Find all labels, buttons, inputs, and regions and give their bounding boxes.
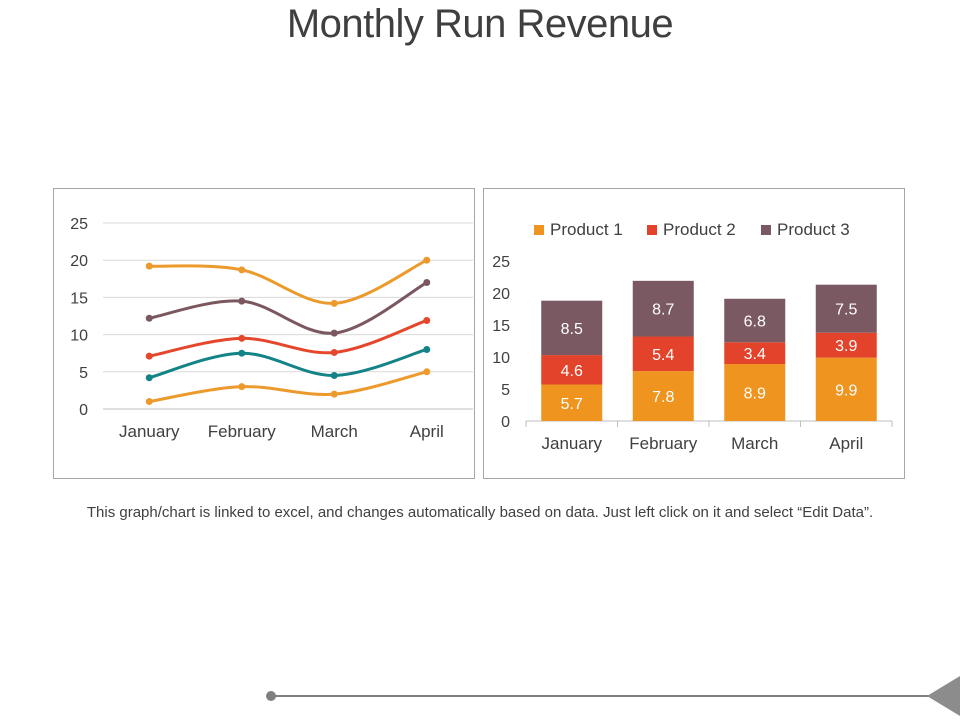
bar-data-label: 8.9 [744, 386, 766, 403]
data-point[interactable] [423, 316, 431, 324]
data-point[interactable] [423, 256, 431, 264]
x-tick-label: April [829, 434, 863, 453]
y-tick-label: 15 [70, 290, 88, 307]
data-point[interactable] [423, 368, 431, 376]
series-line[interactable] [149, 258, 428, 305]
x-tick-label: January [119, 422, 180, 441]
legend-swatch [761, 225, 771, 235]
bar-data-label: 3.4 [744, 346, 766, 363]
y-tick-label: 25 [70, 216, 88, 233]
bar-segment[interactable] [724, 298, 786, 343]
data-point[interactable] [238, 334, 246, 342]
bar-data-label: 4.6 [561, 363, 583, 380]
footer-line [270, 695, 935, 697]
bar-data-label: 7.5 [835, 302, 857, 319]
bar-segment[interactable] [815, 357, 877, 421]
line-chart[interactable]: 0 5 10 15 20 25 January February March April [54, 189, 474, 478]
bar-data-label: 8.5 [561, 321, 583, 338]
bar-data-label: 8.7 [652, 302, 674, 319]
stacked-bar-chart[interactable]: 0 5 10 15 20 25 Product 1 Product 2 Product 3 5.7… [484, 189, 904, 478]
legend-label[interactable]: Product 3 [777, 220, 850, 239]
bar-data-label: 7.8 [652, 389, 674, 406]
data-point[interactable] [330, 372, 338, 380]
bar-segment[interactable] [724, 342, 786, 365]
data-point[interactable] [145, 398, 153, 406]
data-point[interactable] [145, 352, 153, 360]
data-point[interactable] [330, 329, 338, 337]
data-point[interactable] [238, 349, 246, 357]
chart-caption: This graph/chart is linked to excel, and… [86, 504, 874, 521]
data-point[interactable] [423, 279, 431, 287]
bar-segment[interactable] [632, 336, 694, 372]
series-line[interactable] [148, 281, 428, 335]
footer-arrow-icon[interactable] [927, 676, 960, 716]
data-point[interactable] [145, 262, 153, 270]
bar-segment[interactable] [724, 364, 786, 421]
bar-segment[interactable] [632, 280, 694, 337]
bar-data-label: 5.7 [561, 396, 583, 413]
x-tick-label: March [311, 422, 358, 441]
y-tick-label: 10 [70, 328, 88, 345]
bar-data-label: 9.9 [835, 382, 857, 399]
x-tick-label: February [629, 434, 698, 453]
legend-swatch [647, 225, 657, 235]
bar-segment[interactable] [815, 332, 877, 358]
data-point[interactable] [238, 297, 246, 305]
y-tick-label: 20 [70, 253, 88, 270]
bar-segment[interactable] [541, 384, 603, 421]
series-line[interactable] [149, 370, 428, 404]
bar-segment[interactable] [632, 371, 694, 421]
x-tick-label: April [410, 422, 444, 441]
data-point[interactable] [238, 383, 246, 391]
legend-swatch [534, 225, 544, 235]
data-point[interactable] [145, 374, 153, 382]
bar-data-label: 5.4 [652, 347, 674, 364]
y-tick-label: 5 [79, 365, 88, 382]
legend-label[interactable]: Product 2 [663, 220, 736, 239]
series-line[interactable] [148, 319, 428, 358]
y-tick-label: 10 [492, 350, 510, 367]
data-point[interactable] [423, 345, 431, 353]
line-chart-panel[interactable]: 0 5 10 15 20 25 January February March April [53, 188, 475, 479]
data-point[interactable] [145, 314, 153, 322]
x-tick-label: January [542, 434, 603, 453]
y-tick-label: 25 [492, 254, 510, 271]
bar-segment[interactable] [541, 300, 603, 356]
series-line[interactable] [148, 348, 428, 380]
bar-segment[interactable] [815, 284, 877, 333]
y-tick-label: 15 [492, 318, 510, 335]
x-tick-label: February [208, 422, 277, 441]
y-tick-label: 0 [79, 402, 88, 419]
y-tick-label: 0 [501, 414, 510, 431]
legend-label[interactable]: Product 1 [550, 220, 623, 239]
bar-data-label: 3.9 [835, 338, 857, 355]
y-tick-label: 20 [492, 286, 510, 303]
data-point[interactable] [330, 348, 338, 356]
data-point[interactable] [330, 299, 338, 307]
bar-segment[interactable] [541, 355, 603, 385]
x-tick-label: March [731, 434, 778, 453]
page-title: Monthly Run Revenue [286, 2, 674, 46]
data-point[interactable] [238, 266, 246, 274]
data-point[interactable] [330, 390, 338, 398]
y-tick-label: 5 [501, 382, 510, 399]
bar-data-label: 6.8 [744, 314, 766, 331]
stacked-bar-chart-panel[interactable]: 0 5 10 15 20 25 Product 1 Product 2 Product 3 5.7… [483, 188, 905, 479]
